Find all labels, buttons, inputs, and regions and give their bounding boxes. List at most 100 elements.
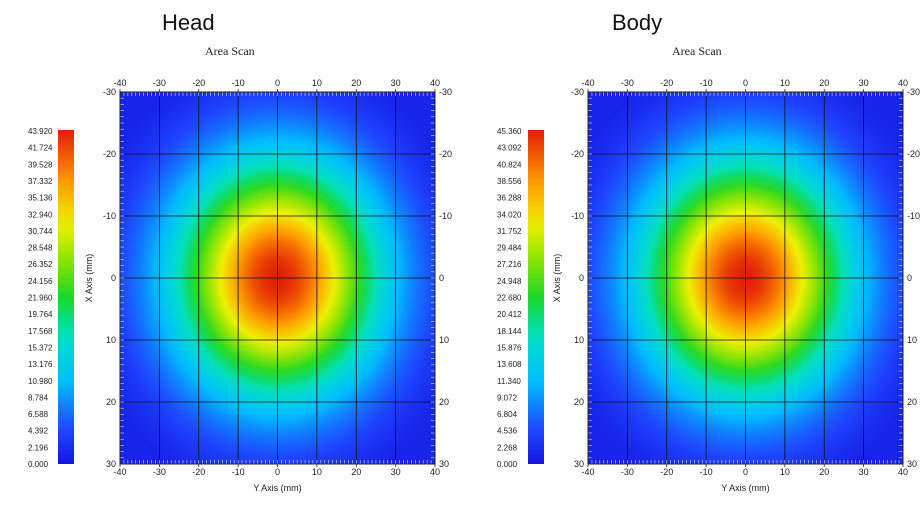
y-tick-label-left: 0: [579, 273, 584, 283]
colorbar: [528, 130, 544, 464]
x-tick-label-top: 40: [430, 78, 440, 88]
x-tick-label-bottom: -40: [113, 467, 126, 477]
head-area-scan-title: Area Scan: [205, 44, 255, 58]
colorbar-label: 11.340: [497, 377, 521, 386]
colorbar-label: 4.536: [497, 427, 518, 436]
colorbar-label: 2.268: [497, 443, 518, 452]
y-tick-label-left: -20: [103, 149, 116, 159]
y-axis-label: X Axis (mm): [552, 254, 562, 303]
body-area-scan-title: Area Scan: [672, 44, 722, 58]
x-axis-label: Y Axis (mm): [253, 483, 301, 493]
head-panel-label: Head: [162, 10, 215, 35]
x-tick-label-top: 20: [819, 78, 829, 88]
y-tick-label-right: -30: [907, 87, 920, 97]
x-tick-label-top: 40: [898, 78, 908, 88]
x-tick-label-top: 10: [780, 78, 790, 88]
x-tick-label-bottom: -30: [153, 467, 166, 477]
colorbar-label: 6.588: [28, 410, 49, 419]
colorbar-label: 28.548: [28, 244, 53, 253]
colorbar-label: 15.876: [497, 343, 522, 352]
colorbar-label: 39.528: [28, 160, 53, 169]
y-tick-label-left: -20: [571, 149, 584, 159]
y-tick-label-right: 20: [907, 397, 917, 407]
x-tick-label-top: 20: [351, 78, 361, 88]
panel-head: -40-40-30-30-20-20-10-100010102020303040…: [28, 78, 452, 493]
colorbar-label: 24.948: [497, 277, 522, 286]
x-tick-label-top: -10: [700, 78, 713, 88]
colorbar-label: 41.724: [28, 144, 53, 153]
x-tick-label-bottom: -20: [660, 467, 673, 477]
colorbar-label: 35.136: [28, 194, 53, 203]
colorbar-label: 22.680: [497, 294, 522, 303]
colorbar-label: 0.000: [497, 460, 518, 469]
x-tick-label-top: -40: [113, 78, 126, 88]
colorbar-label: 19.764: [28, 310, 53, 319]
colorbar-label: 8.784: [28, 393, 49, 402]
colorbar-label: 18.144: [497, 327, 522, 336]
x-tick-label-bottom: 20: [819, 467, 829, 477]
y-tick-label-right: 0: [907, 273, 912, 283]
colorbar-label: 9.072: [497, 393, 518, 402]
colorbar-label: 36.288: [497, 194, 522, 203]
x-tick-label-top: -20: [192, 78, 205, 88]
y-tick-label-right: -10: [907, 211, 920, 221]
x-tick-label-top: 30: [391, 78, 401, 88]
colorbar-label: 21.960: [28, 294, 53, 303]
x-tick-label-bottom: -20: [192, 467, 205, 477]
x-tick-label-bottom: -10: [232, 467, 245, 477]
y-tick-label-left: 0: [111, 273, 116, 283]
x-tick-label-bottom: 30: [859, 467, 869, 477]
colorbar-label: 20.412: [497, 310, 522, 319]
x-tick-label-bottom: 40: [898, 467, 908, 477]
y-tick-label-left: 10: [106, 335, 116, 345]
y-tick-label-right: 10: [907, 335, 917, 345]
colorbar-label: 37.332: [28, 177, 53, 186]
x-tick-label-top: 0: [743, 78, 748, 88]
y-tick-label-right: 10: [439, 335, 449, 345]
colorbar-label: 27.216: [497, 260, 522, 269]
colorbar-label: 31.752: [497, 227, 522, 236]
colorbar-label: 32.940: [28, 210, 53, 219]
y-tick-label-left: -10: [103, 211, 116, 221]
colorbar-label: 30.744: [28, 227, 53, 236]
y-tick-label-right: 30: [439, 459, 449, 469]
y-tick-label-left: 20: [106, 397, 116, 407]
x-tick-label-bottom: 40: [430, 467, 440, 477]
colorbar-label: 34.020: [497, 210, 522, 219]
x-tick-label-bottom: 0: [743, 467, 748, 477]
x-tick-label-bottom: 20: [351, 467, 361, 477]
y-tick-label-right: -20: [439, 149, 452, 159]
y-tick-label-right: 0: [439, 273, 444, 283]
x-tick-label-top: -40: [581, 78, 594, 88]
y-tick-label-left: -10: [571, 211, 584, 221]
colorbar-label: 38.556: [497, 177, 522, 186]
x-tick-label-top: -10: [232, 78, 245, 88]
colorbar-label: 43.092: [497, 144, 522, 153]
x-axis-label: Y Axis (mm): [721, 483, 769, 493]
y-tick-label-right: -20: [907, 149, 920, 159]
colorbar-label: 10.980: [28, 377, 53, 386]
x-tick-label-bottom: 0: [275, 467, 280, 477]
x-tick-label-bottom: 10: [312, 467, 322, 477]
colorbar-label: 24.156: [28, 277, 53, 286]
colorbar-label: 43.920: [28, 127, 53, 136]
x-tick-label-top: -30: [621, 78, 634, 88]
x-tick-label-top: -20: [660, 78, 673, 88]
y-tick-label-left: 30: [106, 459, 116, 469]
x-tick-label-bottom: -40: [581, 467, 594, 477]
body-panel-label: Body: [612, 10, 663, 35]
y-tick-label-left: 20: [574, 397, 584, 407]
y-tick-label-right: -10: [439, 211, 452, 221]
y-tick-label-left: 10: [574, 335, 584, 345]
colorbar-label: 26.352: [28, 260, 53, 269]
y-tick-label-left: -30: [103, 87, 116, 97]
colorbar-label: 29.484: [497, 244, 522, 253]
y-tick-label-left: 30: [574, 459, 584, 469]
x-tick-label-bottom: 30: [391, 467, 401, 477]
colorbar-label: 45.360: [497, 127, 522, 136]
colorbar-label: 17.568: [28, 327, 53, 336]
y-tick-label-left: -30: [571, 87, 584, 97]
colorbar-label: 6.804: [497, 410, 518, 419]
colorbar-label: 13.176: [28, 360, 53, 369]
colorbar-label: 4.392: [28, 427, 49, 436]
